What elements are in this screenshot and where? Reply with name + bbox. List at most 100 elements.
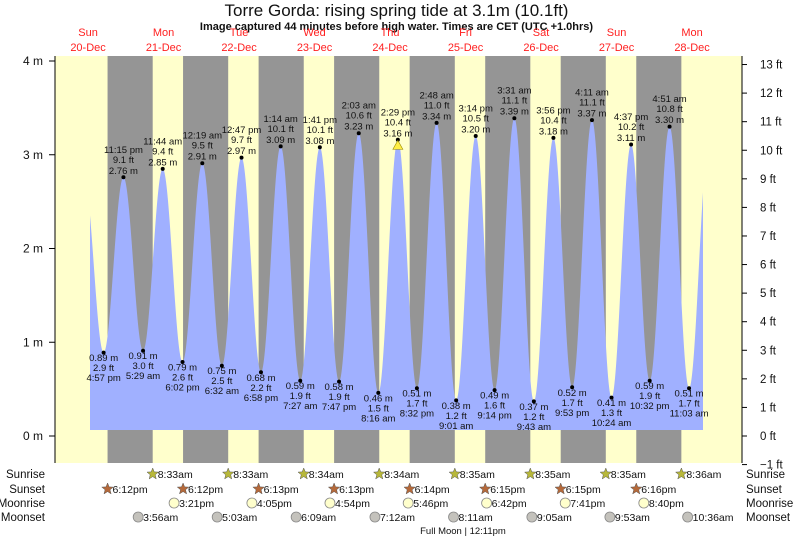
moonset-time-label: 3:56am bbox=[143, 512, 178, 524]
moonset-row-label-left: Moonset bbox=[1, 512, 46, 524]
right-tick-label: 3 ft bbox=[760, 345, 777, 357]
tide-low-m-label: 0.89 m bbox=[89, 353, 118, 364]
sunrise-star-icon bbox=[523, 467, 537, 480]
tide-low-m-label: 0.41 m bbox=[597, 398, 626, 409]
day-date-label: 26-Dec bbox=[523, 42, 559, 54]
moonset-moon-icon bbox=[290, 511, 302, 523]
moon-phase-label: Full Moon | 12:11pm bbox=[420, 526, 506, 537]
tide-point bbox=[492, 388, 497, 393]
moonrise-moon-icon bbox=[559, 497, 571, 509]
moonrise-moon-icon bbox=[638, 497, 650, 509]
tide-low-time-label: 6:32 am bbox=[205, 386, 239, 397]
sunset-time-label: 6:15pm bbox=[490, 484, 525, 496]
moonrise-time-label: 4:54pm bbox=[335, 498, 370, 510]
tide-high-m-label: 3.23 m bbox=[344, 122, 373, 133]
right-tick-label: −1 ft bbox=[760, 460, 784, 472]
right-tick-label: 4 ft bbox=[760, 317, 777, 329]
tide-point bbox=[395, 137, 400, 142]
tide-high-time-label: 1:41 pm bbox=[303, 115, 337, 126]
tide-low-ft-label: 1.6 ft bbox=[484, 401, 505, 412]
moonset-row-label-right: Moonset bbox=[746, 512, 791, 524]
tide-high-ft-label: 10.4 ft bbox=[385, 117, 412, 128]
tide-low-m-label: 0.59 m bbox=[635, 381, 664, 392]
tide-high-ft-label: 11.0 ft bbox=[424, 100, 450, 111]
tide-low-m-label: 0.79 m bbox=[168, 362, 197, 373]
moonrise-time-label: 5:46pm bbox=[413, 498, 448, 510]
moonset-moon-icon bbox=[448, 511, 459, 523]
tide-low-ft-label: 2.5 ft bbox=[211, 376, 232, 387]
tide-point bbox=[551, 135, 556, 140]
moonset-moon-icon bbox=[526, 511, 538, 523]
moonset-moon-icon bbox=[211, 511, 223, 523]
moonrise-moon-icon bbox=[402, 497, 414, 509]
right-tick-label: 6 ft bbox=[760, 260, 777, 272]
tide-low-ft-label: 1.9 ft bbox=[639, 391, 660, 402]
tide-low-time-label: 6:02 pm bbox=[165, 382, 199, 393]
tide-high-m-label: 3.08 m bbox=[305, 136, 334, 147]
moonrise-time-label: 4:05pm bbox=[257, 498, 292, 510]
tide-low-ft-label: 1.3 ft bbox=[601, 408, 622, 419]
tide-point bbox=[609, 395, 614, 400]
day-name-label: Thu bbox=[381, 27, 400, 39]
day-name-label: Wed bbox=[303, 27, 325, 39]
moonrise-row-label-right: Moonrise bbox=[746, 498, 793, 510]
right-tick-label: 5 ft bbox=[760, 288, 777, 300]
tide-low-time-label: 9:53 pm bbox=[555, 408, 589, 419]
right-tick-label: 13 ft bbox=[760, 60, 783, 72]
moonrise-time-label: 7:41pm bbox=[570, 498, 605, 510]
tide-high-time-label: 2:48 am bbox=[419, 90, 453, 101]
tide-low-time-label: 8:16 am bbox=[361, 413, 395, 424]
tide-low-time-label: 11:03 am bbox=[670, 409, 709, 420]
tide-low-time-label: 9:14 pm bbox=[477, 411, 511, 422]
tide-low-m-label: 0.52 m bbox=[558, 388, 587, 399]
current-level-marker-icon bbox=[392, 139, 404, 150]
tide-high-m-label: 3.20 m bbox=[461, 125, 490, 136]
moonrise-moon-icon bbox=[246, 497, 258, 509]
sunrise-row-label-left: Sunrise bbox=[6, 469, 45, 481]
tide-high-time-label: 3:14 pm bbox=[459, 104, 493, 115]
sunset-star-icon bbox=[403, 482, 417, 495]
moonrise-row-label-left: Moonrise bbox=[0, 498, 45, 510]
sunset-star-icon bbox=[327, 482, 341, 495]
tide-high-time-label: 11:15 pm bbox=[104, 145, 143, 156]
tide-low-time-label: 4:57 pm bbox=[86, 373, 120, 384]
tide-high-time-label: 4:51 am bbox=[652, 94, 686, 105]
day-date-label: 24-Dec bbox=[372, 42, 408, 54]
tide-point bbox=[219, 363, 224, 368]
sunset-star-icon bbox=[554, 482, 568, 495]
right-tick-label: 7 ft bbox=[760, 231, 777, 243]
tide-high-time-label: 2:03 am bbox=[342, 101, 376, 112]
tide-low-m-label: 0.49 m bbox=[480, 391, 509, 402]
tide-high-time-label: 2:29 pm bbox=[381, 107, 415, 118]
tide-point bbox=[647, 378, 652, 383]
tide-low-time-label: 10:32 pm bbox=[630, 401, 670, 412]
tide-high-m-label: 3.39 m bbox=[500, 107, 529, 118]
tide-point bbox=[589, 118, 594, 123]
moonset-time-label: 9:53am bbox=[615, 512, 650, 524]
tide-high-ft-label: 11.1 ft bbox=[579, 98, 605, 109]
tide-high-ft-label: 10.1 ft bbox=[307, 125, 334, 136]
sunrise-time-label: 8:35am bbox=[460, 469, 495, 481]
moonset-time-label: 10:36am bbox=[693, 512, 734, 524]
tide-point bbox=[239, 155, 244, 160]
tide-low-m-label: 0.37 m bbox=[519, 402, 548, 413]
moonrise-moon-icon bbox=[481, 497, 493, 509]
sunset-star-icon bbox=[478, 482, 492, 495]
tide-low-m-label: 0.46 m bbox=[364, 393, 393, 404]
moonrise-moon-icon bbox=[168, 497, 180, 509]
tide-high-ft-label: 10.2 ft bbox=[618, 122, 645, 133]
sunset-row-label-right: Sunset bbox=[746, 484, 783, 496]
moonset-time-label: 9:05am bbox=[537, 512, 572, 524]
tide-point bbox=[121, 175, 126, 180]
tide-point bbox=[629, 142, 634, 147]
sunset-time-label: 6:15pm bbox=[566, 484, 601, 496]
day-name-label: Sun bbox=[607, 27, 627, 39]
day-name-label: Tue bbox=[230, 27, 249, 39]
tide-low-time-label: 5:29 am bbox=[126, 371, 160, 382]
right-tick-label: 8 ft bbox=[760, 202, 777, 214]
day-date-label: 25-Dec bbox=[448, 42, 484, 54]
tide-high-time-label: 4:11 am bbox=[575, 88, 609, 99]
tide-high-time-label: 11:44 am bbox=[143, 136, 182, 147]
